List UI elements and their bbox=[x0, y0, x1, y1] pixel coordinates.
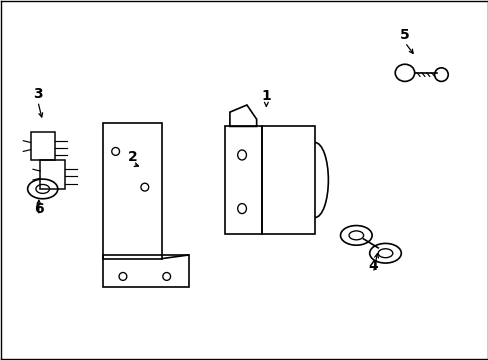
Text: 2: 2 bbox=[127, 150, 137, 164]
Text: 4: 4 bbox=[368, 259, 377, 273]
Text: 1: 1 bbox=[261, 89, 271, 103]
Text: 3: 3 bbox=[33, 87, 42, 101]
Text: 5: 5 bbox=[399, 28, 409, 42]
Text: 6: 6 bbox=[34, 202, 43, 216]
